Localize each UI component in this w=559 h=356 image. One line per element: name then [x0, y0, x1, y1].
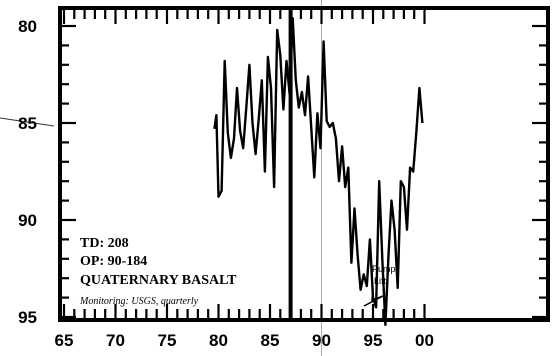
info-monitoring: Monitoring: USGS, quarterly — [79, 296, 199, 307]
x-tick-label: 75 — [158, 331, 177, 350]
x-tick-label: 95 — [364, 331, 383, 350]
series-layer — [213, 17, 424, 326]
annotation-pump: Pump — [372, 264, 396, 274]
plot-frame — [58, 6, 550, 322]
x-axis-ticks — [62, 8, 426, 320]
annotation-lift: Lift — [374, 276, 387, 286]
series-line — [213, 17, 424, 326]
left-callout-line — [0, 117, 55, 127]
x-tick-label: 90 — [312, 331, 331, 350]
x-axis-tick-labels: 65 70 75 80 85 90 95 00 — [55, 331, 434, 350]
info-unit: QUATERNARY BASALT — [80, 273, 237, 288]
info-td: TD: 208 — [80, 236, 129, 251]
info-op: OP: 90-184 — [80, 254, 147, 269]
x-tick-label: 00 — [415, 331, 434, 350]
annotation-arrow — [363, 287, 384, 307]
x-tick-label: 65 — [55, 331, 74, 350]
y-axis-ticks — [60, 24, 548, 319]
pump-lift-annotation: Pump Lift — [363, 264, 396, 307]
y-tick-label: 85 — [18, 114, 37, 133]
y-axis-tick-labels: 80 85 90 95 — [18, 17, 37, 327]
info-box: TD: 208 OP: 90-184 QUATERNARY BASALT Mon… — [79, 236, 237, 307]
y-tick-label: 80 — [18, 17, 37, 36]
x-tick-label: 85 — [261, 331, 280, 350]
y-tick-label: 90 — [18, 211, 37, 230]
x-tick-label: 80 — [209, 331, 228, 350]
x-tick-label: 70 — [106, 331, 125, 350]
y-tick-label: 95 — [18, 308, 37, 327]
